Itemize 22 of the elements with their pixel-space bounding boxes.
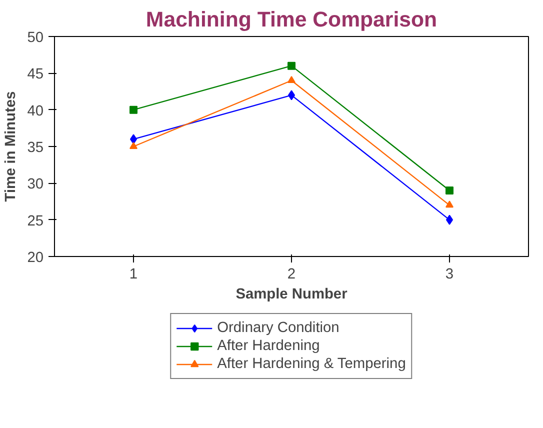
legend-label: Ordinary Condition (217, 319, 340, 337)
point (130, 142, 138, 150)
x-tick-label: 2 (287, 266, 296, 282)
y-tick-label: 45 (27, 66, 44, 83)
legend-label: After Hardening (217, 337, 320, 355)
legend-label: After Hardening & Tempering (217, 355, 406, 373)
x-tick-label: 1 (129, 266, 138, 282)
y-axis-title: Time in Minutes (3, 91, 20, 202)
y-tick-label: 40 (27, 103, 44, 120)
point (288, 76, 296, 84)
point (288, 62, 296, 70)
point (446, 186, 454, 194)
point (130, 106, 138, 114)
x-tick-label: 3 (445, 266, 454, 282)
y-tick-label: 35 (27, 140, 44, 156)
y-tick-label: 20 (27, 250, 44, 266)
y-tick-label: 25 (27, 213, 44, 230)
x-axis-title: Sample Number (236, 286, 348, 302)
y-tick-label: 50 (27, 30, 44, 46)
chart-title: Machining Time Comparison (146, 8, 438, 32)
point (446, 200, 454, 208)
y-tick-label: 30 (27, 176, 44, 193)
